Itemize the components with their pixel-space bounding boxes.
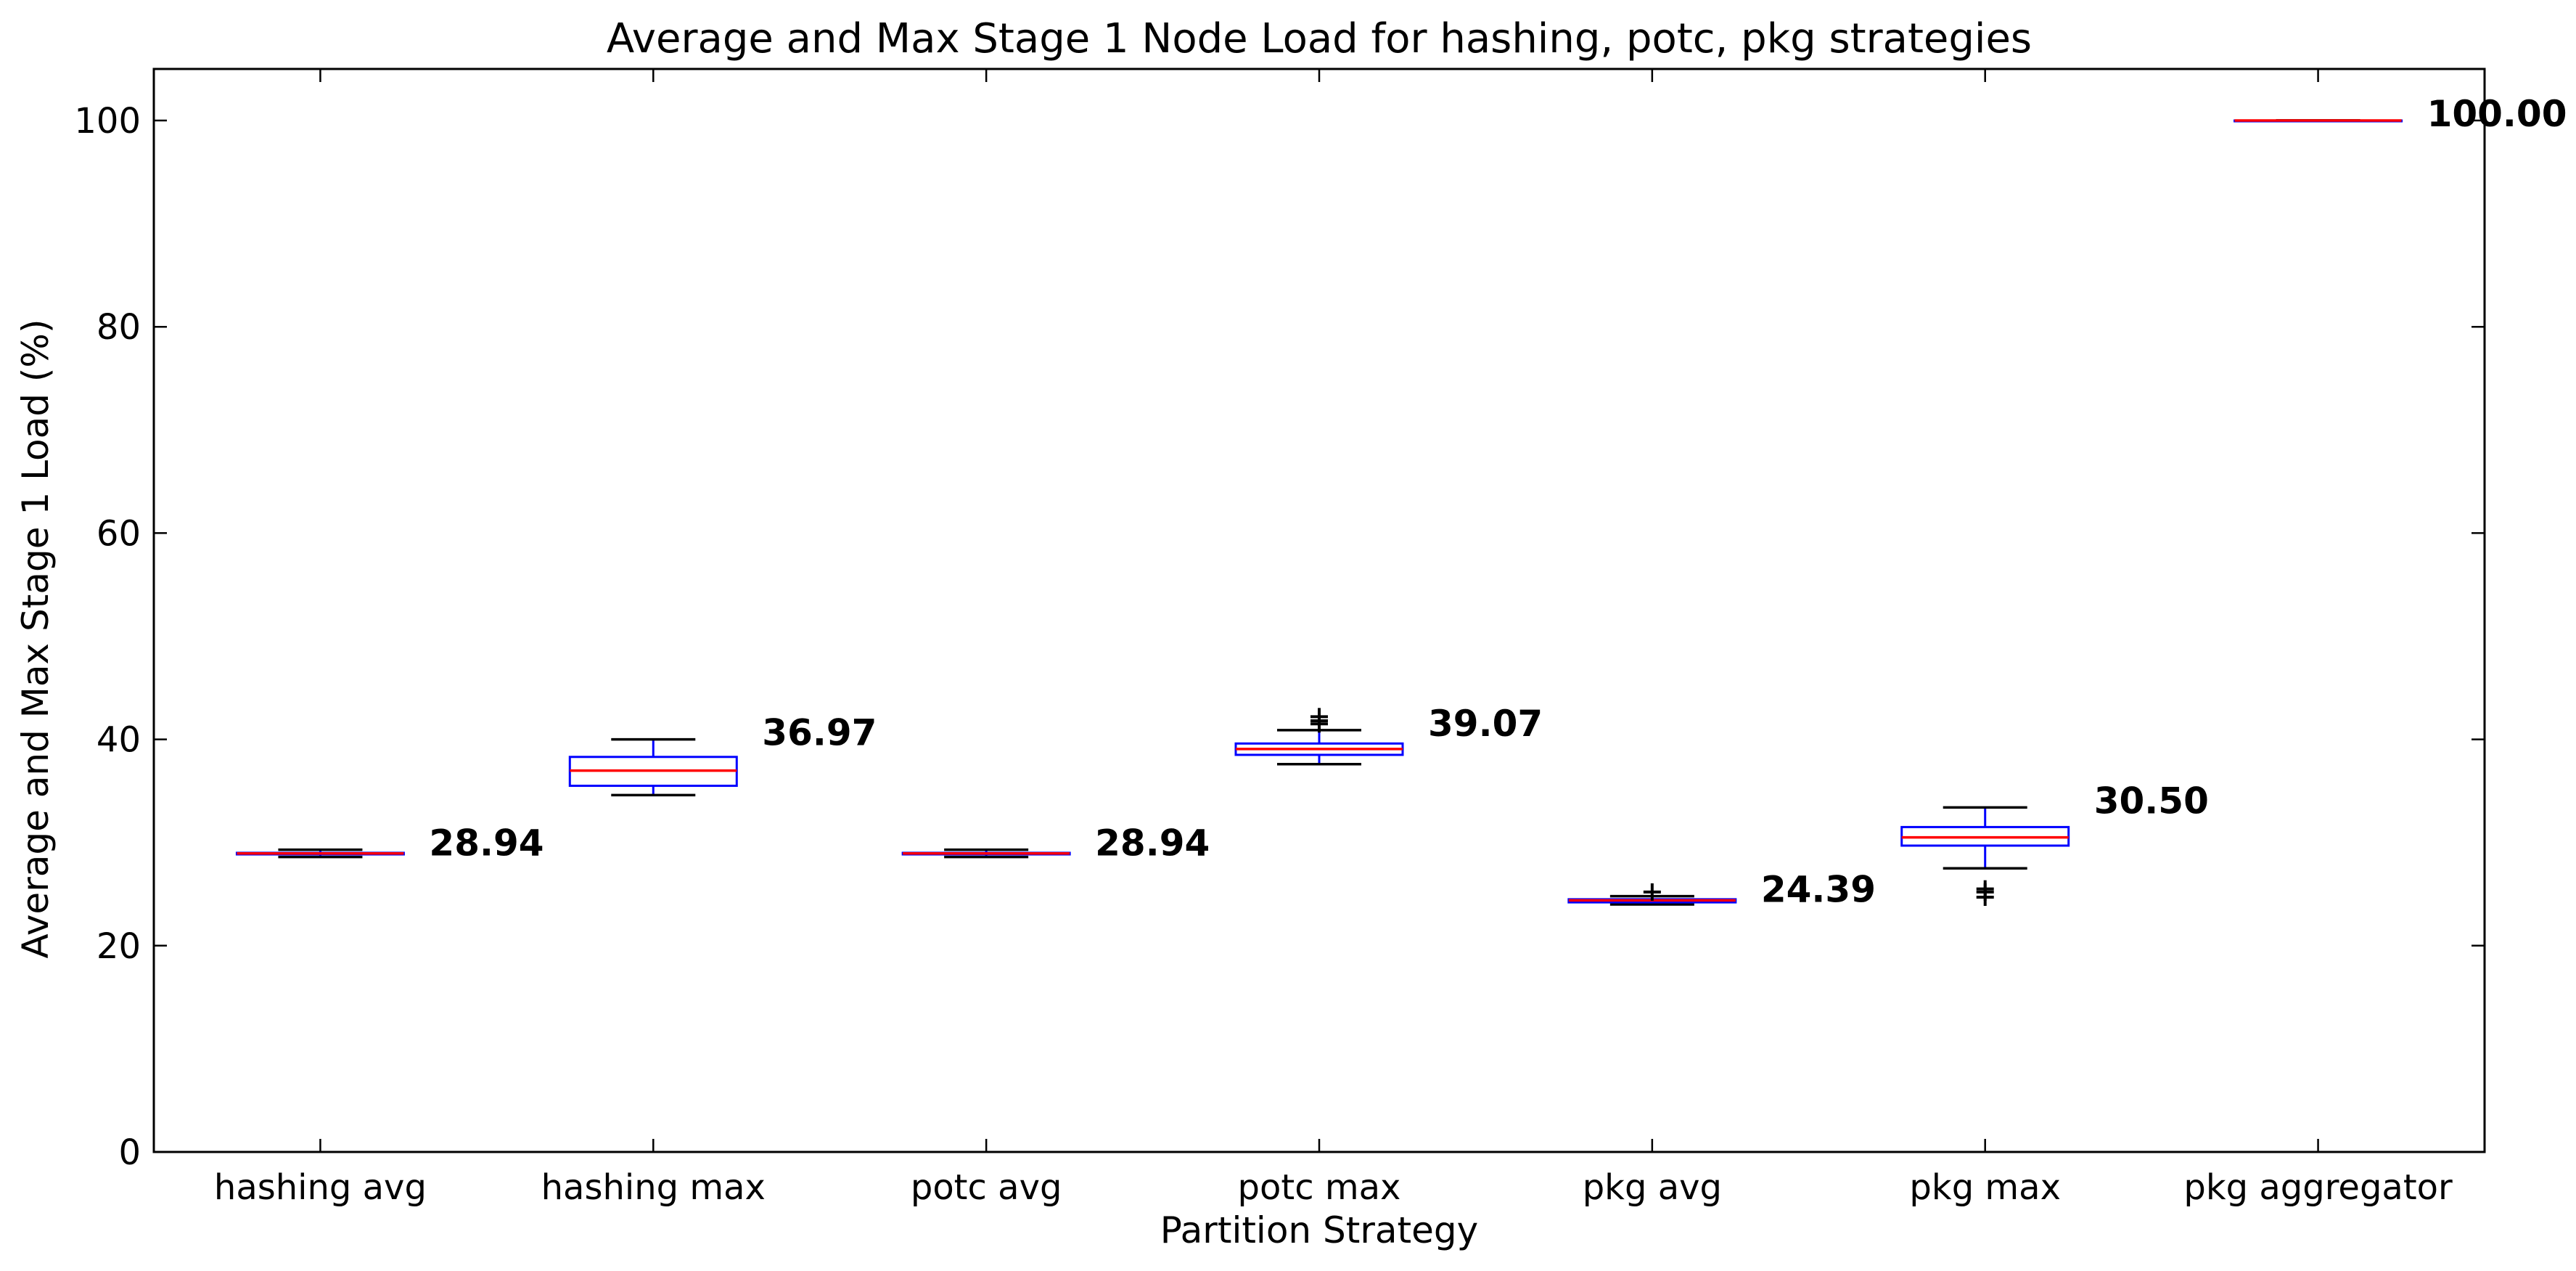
x-tick-label: hashing max	[541, 1167, 766, 1208]
y-tick-label: 20	[97, 926, 141, 967]
data-label: 24.39	[1761, 869, 1876, 911]
y-tick-label: 100	[74, 101, 141, 142]
data-label: 100.00	[2427, 93, 2567, 135]
data-label: 30.50	[2094, 780, 2209, 822]
y-tick-label: 80	[97, 307, 141, 348]
x-tick-label: pkg avg	[1583, 1167, 1722, 1208]
y-tick-label: 0	[118, 1132, 141, 1173]
x-tick-label: pkg max	[1909, 1167, 2061, 1208]
x-tick-label: potc avg	[911, 1167, 1062, 1208]
data-label: 28.94	[1095, 822, 1210, 865]
chart-title: Average and Max Stage 1 Node Load for ha…	[607, 15, 2032, 62]
plot-area: 0 20 40 60 80 100 hashing avg hashing max potc a…	[74, 68, 2567, 1208]
data-label: 28.94	[429, 822, 543, 865]
y-tick-label: 60	[97, 513, 141, 554]
y-tick-label: 40	[97, 720, 141, 761]
data-label: 39.07	[1428, 703, 1543, 745]
x-tick-label: hashing avg	[214, 1167, 427, 1208]
x-tick-label: pkg aggregator	[2183, 1167, 2453, 1208]
x-axis-label: Partition Strategy	[1160, 1209, 1479, 1251]
data-label: 36.97	[762, 712, 877, 754]
y-axis-label: Average and Max Stage 1 Load (%)	[15, 319, 57, 959]
plot-frame	[152, 68, 2486, 1153]
x-tick-label: potc max	[1238, 1167, 1401, 1208]
